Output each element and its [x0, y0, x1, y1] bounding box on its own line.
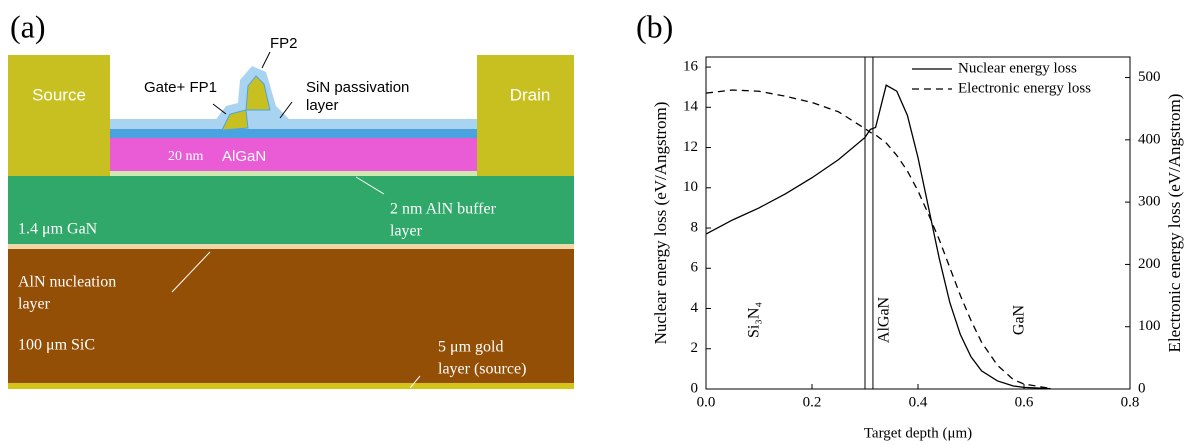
algan-layer — [110, 138, 477, 171]
thin-layer — [110, 129, 477, 138]
label: Source — [32, 85, 86, 104]
label: FP2 — [270, 35, 298, 52]
label: AlGaN — [222, 148, 266, 165]
gold-layer — [8, 383, 574, 389]
y-tick-label: 14 — [683, 99, 699, 115]
y-tick-label: 6 — [691, 260, 699, 276]
source-contact — [8, 55, 110, 176]
y-tick-label: 8 — [691, 219, 699, 235]
field-plate — [245, 75, 271, 111]
y2-tick-label: 400 — [1138, 131, 1161, 147]
sic-layer — [8, 249, 574, 383]
nucleation-layer — [8, 244, 574, 249]
y2-tick-label: 300 — [1138, 194, 1161, 210]
label: 2 nm AlN buffer — [390, 201, 497, 218]
label: layer — [390, 223, 423, 240]
label: 1.4 μm GaN — [18, 221, 98, 238]
gan-layer — [8, 176, 574, 244]
y-tick-label: 10 — [683, 179, 698, 195]
pointer-arrows — [171, 176, 421, 389]
label: SiN passivation — [306, 79, 409, 96]
y-tick-label: 2 — [691, 340, 699, 356]
legend-label: Nuclear energy loss — [958, 60, 1077, 76]
y-tick-label: 0 — [691, 380, 699, 396]
label-arrows — [212, 51, 293, 119]
y-axis-label: Nuclear energy loss (eV/Angstrom) — [651, 102, 670, 345]
y2-tick-label: 200 — [1138, 256, 1161, 272]
y2-tick-label: 100 — [1138, 318, 1161, 334]
y-tick-label: 12 — [683, 139, 698, 155]
x-tick-label: 0.8 — [1121, 394, 1140, 410]
y-tick-label: 16 — [683, 58, 699, 74]
x-tick-label: 0.4 — [909, 394, 928, 410]
series-line — [705, 89, 1051, 390]
x-tick-label: 0.6 — [1015, 394, 1034, 410]
x-tick-label: 0.2 — [803, 394, 822, 410]
region-label: AlGaN — [876, 296, 893, 343]
y2-tick-label: 0 — [1138, 380, 1146, 396]
label: layer — [18, 296, 51, 313]
label: AlN nucleation — [18, 274, 116, 291]
y-tick-label: 4 — [691, 300, 699, 316]
label: layer — [306, 97, 339, 114]
passivation-layer — [110, 119, 477, 129]
y2-tick-label: 500 — [1138, 69, 1161, 85]
series-line — [705, 84, 1051, 390]
label: layer (source) — [438, 361, 526, 378]
label: 100 μm SiC — [18, 337, 95, 354]
region-label: Si₃N₄ — [746, 302, 763, 338]
panel-label: (b) — [636, 8, 673, 44]
y2-axis-label: Electronic energy loss (eV/Angstrom) — [1165, 94, 1184, 353]
device-diagram: Source Drain Gate+ FP1 FP2 SiN passivati… — [8, 35, 574, 389]
label: 20 nm — [168, 149, 204, 164]
x-tick-label: 0.0 — [697, 394, 716, 410]
region-label: GaN — [1011, 304, 1028, 335]
panel-label: (a) — [10, 8, 46, 44]
label: 5 μm gold — [438, 339, 503, 356]
plot-frame — [705, 56, 1131, 390]
legend-label: Electronic energy loss — [958, 80, 1091, 96]
label: Gate+ FP1 — [144, 79, 217, 96]
drain-contact — [477, 55, 574, 176]
buffer-layer — [110, 171, 477, 176]
x-axis-label: Target depth (μm) — [864, 425, 972, 441]
label: Drain — [510, 85, 551, 104]
